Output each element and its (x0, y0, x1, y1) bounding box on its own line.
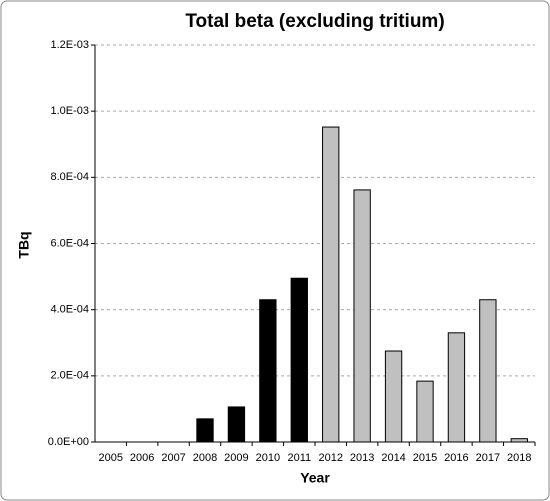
x-tick-label: 2013 (350, 452, 374, 464)
y-axis-label: TBq (16, 231, 32, 258)
y-tick-label: 6.0E-04 (50, 237, 89, 249)
x-tick-label: 2016 (444, 452, 468, 464)
x-tick-label: 2011 (287, 452, 311, 464)
y-tick-label: 8.0E-04 (50, 171, 89, 183)
y-tick-label: 1.0E-03 (50, 105, 89, 117)
x-tick-label: 2014 (381, 452, 405, 464)
x-tick-label: 2007 (161, 452, 185, 464)
bar (290, 277, 308, 443)
x-tick-label: 2017 (476, 452, 500, 464)
y-tick-label: 1.2E-03 (50, 39, 89, 51)
x-tick-label: 2010 (256, 452, 280, 464)
x-tick-label: 2018 (507, 452, 531, 464)
x-tick-label: 2008 (193, 452, 217, 464)
x-tick-label: 2005 (98, 452, 122, 464)
bar (510, 438, 528, 443)
bar (196, 418, 214, 443)
x-axis-label: Year (300, 470, 330, 486)
chart-title: Total beta (excluding tritium) (185, 11, 444, 32)
bar (479, 299, 497, 443)
bar (353, 189, 371, 443)
bar (259, 299, 277, 443)
y-tick-label: 0.0E+00 (48, 436, 89, 448)
x-tick-label: 2015 (413, 452, 437, 464)
bar (227, 406, 246, 443)
x-tick-label: 2006 (130, 452, 154, 464)
y-tick-label: 2.0E-04 (50, 370, 89, 382)
bar (447, 332, 466, 443)
x-tick-label: 2009 (224, 452, 248, 464)
y-tick-label: 4.0E-04 (50, 304, 89, 316)
bar (322, 126, 340, 443)
x-tick-label: 2012 (318, 452, 342, 464)
bar (416, 380, 434, 443)
bar (384, 350, 403, 443)
